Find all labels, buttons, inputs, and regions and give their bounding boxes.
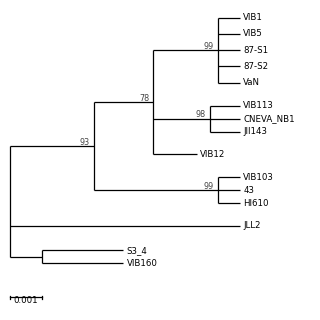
Text: 87-S2: 87-S2	[243, 62, 268, 71]
Text: JLL2: JLL2	[243, 221, 261, 230]
Text: VIB1: VIB1	[243, 13, 263, 22]
Text: S3_4: S3_4	[127, 246, 148, 255]
Text: 43: 43	[243, 186, 254, 195]
Text: VIB5: VIB5	[243, 29, 263, 38]
Text: VIB113: VIB113	[243, 101, 274, 110]
Text: 78: 78	[139, 94, 149, 103]
Text: 98: 98	[196, 110, 206, 119]
Text: VIB160: VIB160	[127, 259, 157, 268]
Text: 87-S1: 87-S1	[243, 46, 268, 55]
Text: VIB12: VIB12	[200, 150, 225, 159]
Text: JII143: JII143	[243, 127, 267, 136]
Text: 99: 99	[204, 42, 214, 51]
Text: 93: 93	[79, 138, 90, 147]
Text: VIB103: VIB103	[243, 172, 274, 181]
Text: VaN: VaN	[243, 78, 260, 87]
Text: 0.001: 0.001	[13, 296, 38, 305]
Text: HI610: HI610	[243, 199, 269, 208]
Text: CNEVA_NB1: CNEVA_NB1	[243, 114, 295, 123]
Text: 99: 99	[204, 181, 214, 190]
